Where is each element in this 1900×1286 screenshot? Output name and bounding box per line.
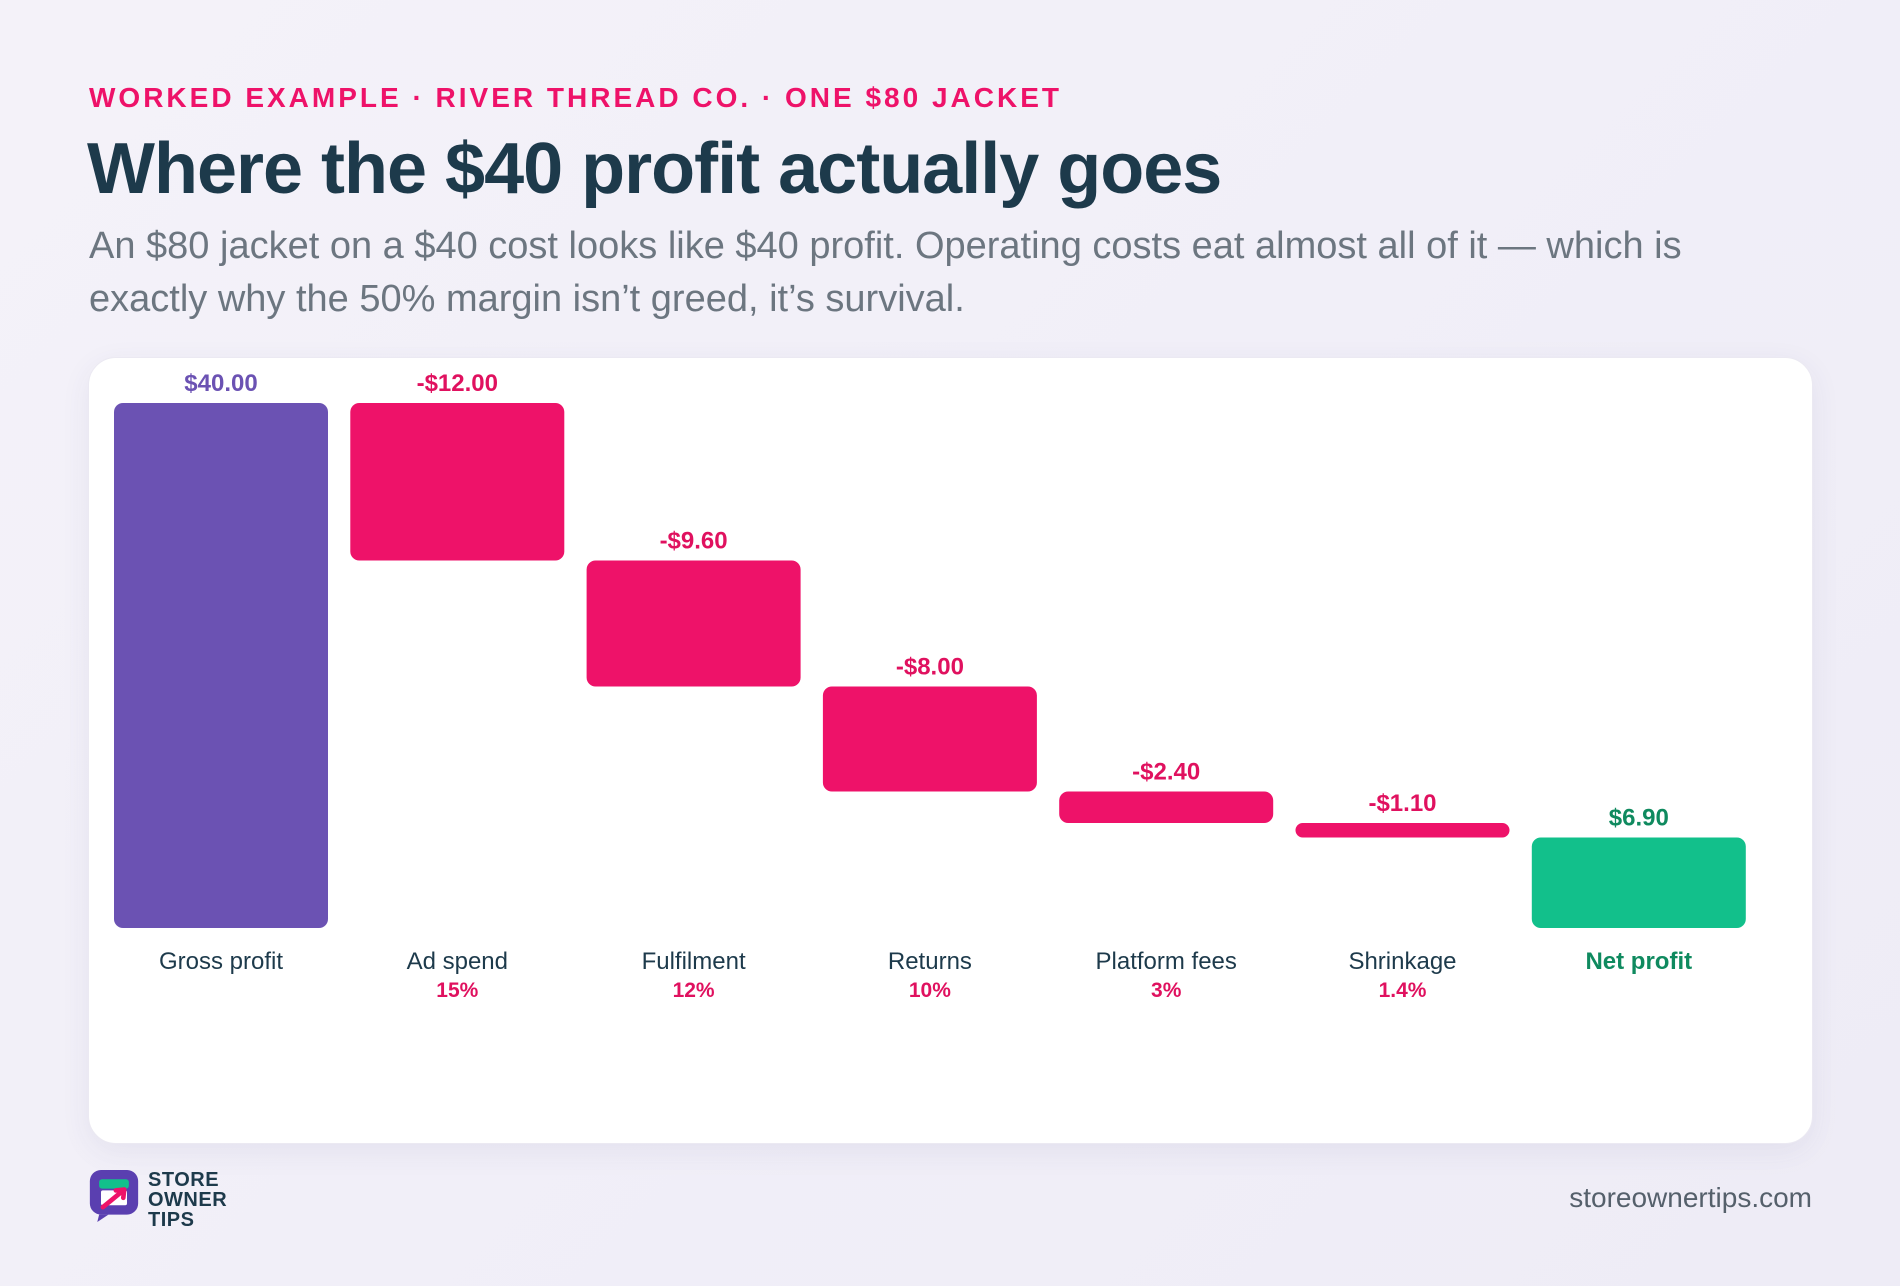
value-label: -$2.40 (1132, 759, 1200, 786)
brand-line-2: OWNER (148, 1189, 228, 1211)
chart-card: $40.00 Gross profit -$12.00 Ad spend 15% -$9.… (88, 357, 1813, 1144)
value-label: -$12.00 (417, 370, 498, 397)
percent-label: 3% (1151, 979, 1182, 1002)
value-label: -$9.60 (660, 528, 728, 555)
category-label: Returns (888, 948, 972, 975)
percent-label: 15% (436, 979, 478, 1002)
site-url[interactable]: storeownertips.com (1569, 1182, 1812, 1213)
value-label: $40.00 (184, 370, 257, 397)
value-label: -$1.10 (1368, 790, 1436, 817)
category-label: Fulfilment (642, 948, 746, 975)
category-label: Shrinkage (1348, 948, 1456, 975)
bar-gross-profit (114, 403, 328, 928)
store-cart-icon (89, 1170, 139, 1222)
bar-fulfilment (586, 560, 801, 687)
brand-line-1: STORE (148, 1169, 220, 1191)
bar-ad-spend (350, 403, 565, 561)
category-label: Platform fees (1096, 948, 1237, 975)
bar-shrinkage (1295, 823, 1510, 838)
waterfall-chart: $40.00 Gross profit -$12.00 Ad spend 15% -$9.… (114, 370, 1746, 1002)
value-label: -$8.00 (896, 654, 964, 681)
percent-label: 12% (673, 979, 715, 1002)
eyebrow: WORKED EXAMPLE · RIVER THREAD CO. · ONE … (89, 82, 1062, 113)
bar-net-profit (1531, 837, 1746, 928)
category-label: Ad spend (407, 948, 508, 975)
brand-wordmark: STORE OWNER TIPS (148, 1170, 227, 1230)
percent-label: 10% (909, 979, 951, 1002)
category-label: Net profit (1585, 948, 1692, 975)
percent-label: 1.4% (1379, 979, 1427, 1002)
page-title: Where the $40 profit actually goes (87, 129, 1222, 209)
value-label: $6.90 (1609, 804, 1669, 831)
bar-returns (822, 686, 1037, 792)
bar-platform-fees (1059, 791, 1274, 823)
brand-line-3: TIPS (148, 1209, 195, 1231)
category-label: Gross profit (159, 948, 283, 975)
page-subtitle: An $80 jacket on a $40 cost looks like $… (89, 225, 1682, 320)
brand-logo: STORE OWNER TIPS (88, 1170, 268, 1230)
